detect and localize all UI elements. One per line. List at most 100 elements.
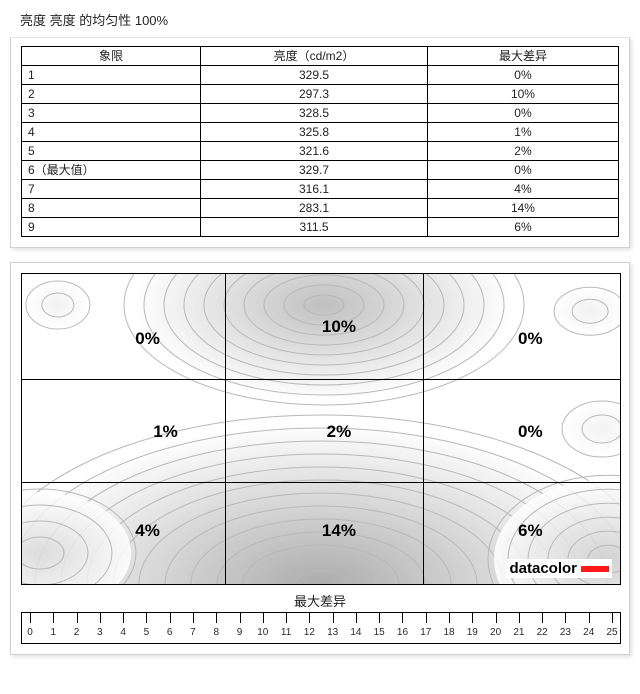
table-row: 5321.62% <box>22 142 619 161</box>
scale-tick-label: 9 <box>237 627 243 638</box>
table-cell: 6（最大值） <box>22 161 201 180</box>
col-header-2: 最大差异 <box>427 47 618 66</box>
scale-tick <box>333 613 334 623</box>
table-row: 3328.50% <box>22 104 619 123</box>
table-cell: 3 <box>22 104 201 123</box>
scale-title: 最大差异 <box>21 591 619 610</box>
table-cell: 1 <box>22 66 201 85</box>
scale-tick-label: 14 <box>350 627 361 638</box>
scale-tick-label: 11 <box>281 627 291 638</box>
scale-tick-label: 18 <box>443 627 454 638</box>
table-cell: 329.5 <box>201 66 428 85</box>
page-title: 亮度 亮度 的均匀性 100% <box>0 0 640 37</box>
brand-logo: datacolor <box>506 559 612 578</box>
scale-tick-label: 21 <box>513 627 524 638</box>
scale-tick-label: 10 <box>257 627 268 638</box>
table-cell: 283.1 <box>201 199 428 218</box>
grid-line-h <box>22 482 620 483</box>
table-panel: 象限亮度（cd/m2）最大差异 1329.50%2297.310%3328.50… <box>10 37 630 248</box>
scale-tick <box>286 613 287 623</box>
scale-tick <box>519 613 520 623</box>
col-header-0: 象限 <box>22 47 201 66</box>
scale-tick <box>565 613 566 623</box>
scale-tick-label: 20 <box>490 627 501 638</box>
table-row: 7316.14% <box>22 180 619 199</box>
scale-tick <box>496 613 497 623</box>
scale-tick-label: 22 <box>537 627 548 638</box>
scale-tick-label: 25 <box>606 627 617 638</box>
scale-tick <box>612 613 613 623</box>
scale-tick <box>449 613 450 623</box>
grid-line-h <box>22 379 620 380</box>
table-cell: 10% <box>427 85 618 104</box>
grid-line-v <box>423 274 424 584</box>
scale-tick <box>589 613 590 623</box>
table-cell: 14% <box>427 199 618 218</box>
table-cell: 316.1 <box>201 180 428 199</box>
table-row: 4325.81% <box>22 123 619 142</box>
table-cell: 297.3 <box>201 85 428 104</box>
scale-tick <box>309 613 310 623</box>
table-cell: 328.5 <box>201 104 428 123</box>
scale-tick-label: 4 <box>120 627 126 638</box>
table-row: 8283.114% <box>22 199 619 218</box>
table-cell: 329.7 <box>201 161 428 180</box>
luminance-table: 象限亮度（cd/m2）最大差异 1329.50%2297.310%3328.50… <box>21 46 619 237</box>
scale-tick <box>402 613 403 623</box>
scale-tick <box>146 613 147 623</box>
table-cell: 311.5 <box>201 218 428 237</box>
scale-tick-label: 6 <box>167 627 173 638</box>
table-cell: 1% <box>427 123 618 142</box>
scale-tick <box>426 613 427 623</box>
scale-tick-label: 13 <box>327 627 338 638</box>
table-row: 6（最大值）329.70% <box>22 161 619 180</box>
table-cell: 8 <box>22 199 201 218</box>
scale-tick <box>472 613 473 623</box>
scale-tick <box>193 613 194 623</box>
scale-tick-label: 19 <box>467 627 478 638</box>
table-cell: 0% <box>427 66 618 85</box>
table-cell: 6% <box>427 218 618 237</box>
col-header-1: 亮度（cd/m2） <box>201 47 428 66</box>
grid-line-v <box>225 274 226 584</box>
scale-tick-label: 17 <box>420 627 431 638</box>
table-cell: 321.6 <box>201 142 428 161</box>
table-cell: 4 <box>22 123 201 142</box>
scale-tick-label: 23 <box>560 627 571 638</box>
scale-tick-label: 15 <box>374 627 385 638</box>
scale-tick <box>379 613 380 623</box>
scale-bar: 0123456789101112131415161718192021222324… <box>21 612 621 644</box>
table-cell: 325.8 <box>201 123 428 142</box>
scale-tick <box>240 613 241 623</box>
scale-tick <box>216 613 217 623</box>
table-cell: 7 <box>22 180 201 199</box>
scale-tick-label: 5 <box>144 627 150 638</box>
table-cell: 9 <box>22 218 201 237</box>
table-cell: 0% <box>427 161 618 180</box>
scale-tick-label: 12 <box>304 627 315 638</box>
table-cell: 0% <box>427 104 618 123</box>
contour-panel: 0%10%0%1%2%0%4%14%6%datacolor 最大差异 01234… <box>10 262 630 655</box>
scale-tick <box>123 613 124 623</box>
scale-tick <box>170 613 171 623</box>
scale-tick <box>542 613 543 623</box>
scale-tick <box>77 613 78 623</box>
scale-tick <box>30 613 31 623</box>
scale-tick <box>356 613 357 623</box>
scale-tick-label: 8 <box>213 627 219 638</box>
table-cell: 5 <box>22 142 201 161</box>
scale-tick <box>263 613 264 623</box>
scale-tick <box>53 613 54 623</box>
scale-tick-label: 0 <box>27 627 33 638</box>
table-row: 9311.56% <box>22 218 619 237</box>
table-row: 1329.50% <box>22 66 619 85</box>
table-cell: 2% <box>427 142 618 161</box>
table-cell: 2 <box>22 85 201 104</box>
table-cell: 4% <box>427 180 618 199</box>
scale-tick-label: 16 <box>397 627 408 638</box>
table-row: 2297.310% <box>22 85 619 104</box>
scale-tick-label: 1 <box>50 627 56 638</box>
scale-tick-label: 24 <box>583 627 594 638</box>
scale-tick-label: 2 <box>74 627 80 638</box>
scale-tick-label: 3 <box>97 627 103 638</box>
